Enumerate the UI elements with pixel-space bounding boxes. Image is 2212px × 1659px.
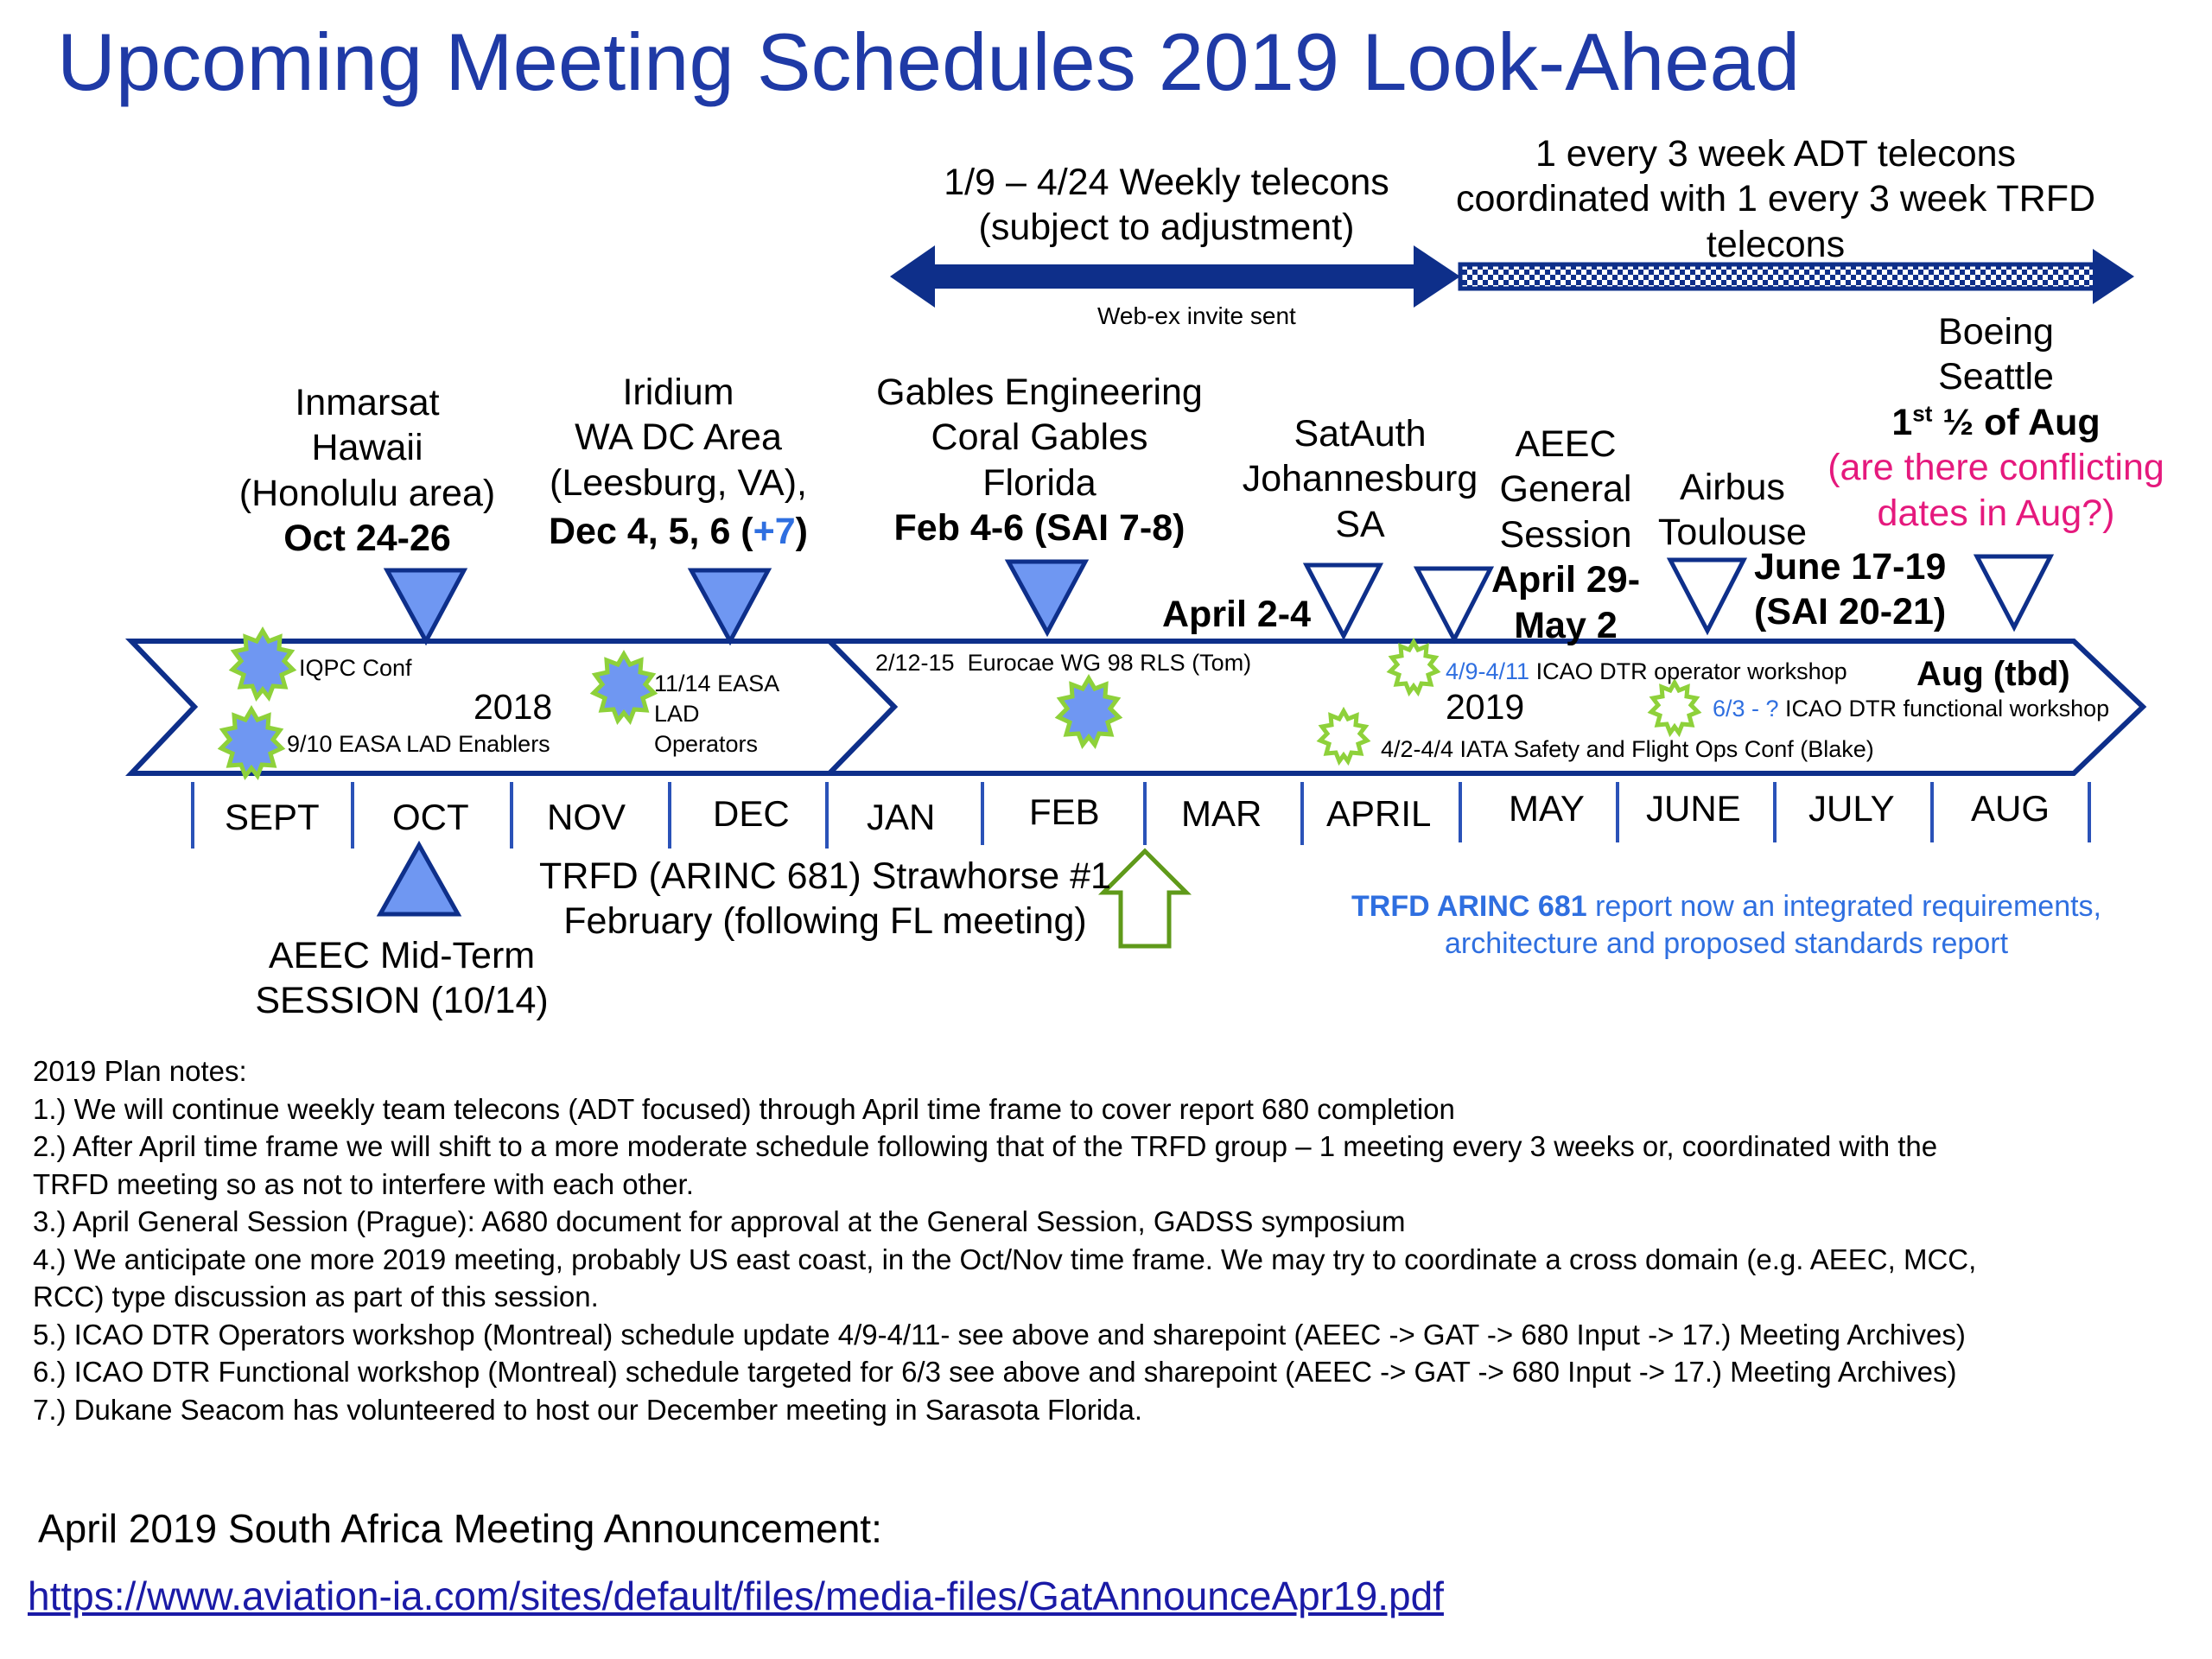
month-label: SEPT [225, 797, 320, 837]
marker-boeing [1973, 554, 2055, 632]
event-eurocae: 2/12-15 Eurocae WG 98 RLS (Tom) [875, 650, 1252, 676]
star-iqpc-icon [228, 626, 297, 702]
notes-heading: 2019 Plan notes: [33, 1055, 247, 1087]
month-label: MAY [1509, 788, 1585, 829]
month-label: JULY [1808, 788, 1895, 829]
event-icao-operator: 4/9-4/11 ICAO DTR operator workshop [1446, 658, 1847, 684]
plan-notes: 2019 Plan notes: 1.) We will continue we… [33, 1052, 1976, 1428]
strawhorse-arrow [1097, 848, 1192, 949]
event-iqpc: IQPC Conf [299, 655, 412, 681]
note-line: RCC) type discussion as part of this ses… [33, 1281, 599, 1313]
star-iata-icon [1316, 706, 1371, 766]
star-eurocae-icon [1054, 674, 1123, 750]
marker-aeec-mid [376, 840, 462, 917]
marker-airbus [1666, 557, 1748, 636]
month-label: DEC [713, 793, 790, 834]
note-line: 2.) After April time frame we will shift… [33, 1130, 1938, 1162]
adt-telecon-arrow [1458, 249, 2134, 304]
marker-aeec-gs [1413, 566, 1495, 645]
event-iata: 4/2-4/4 IATA Safety and Flight Ops Conf … [1381, 736, 1874, 762]
page-title: Upcoming Meeting Schedules 2019 Look-Ahe… [57, 16, 1801, 107]
note-line: TRFD meeting so as not to interfere with… [33, 1167, 694, 1200]
weekly-telecon-arrow [890, 245, 1460, 308]
event-easa-lad: 9/10 EASA LAD Enablers [287, 731, 550, 757]
month-label: FEB [1029, 791, 1100, 832]
note-line: 3.) April General Session (Prague): A680… [33, 1205, 1406, 1237]
event-easa-ops: 11/14 EASA LAD Operators [654, 671, 780, 757]
month-label: OCT [392, 797, 469, 837]
event-icao-functional: 6/3 - ? ICAO DTR functional workshop [1713, 696, 2110, 721]
month-label: JUNE [1646, 788, 1741, 829]
marker-satauth [1302, 563, 1384, 641]
month-label: JAN [867, 797, 936, 837]
meeting-airbus-date: June 17-19 (SAI 20-21) [1754, 546, 1947, 633]
month-dividers [191, 782, 2091, 849]
month-label: APRIL [1326, 793, 1432, 834]
marker-inmarsat [383, 568, 468, 646]
note-line: 6.) ICAO DTR Functional workshop (Montre… [33, 1356, 1957, 1388]
announcement-link[interactable]: https://www.aviation-ia.com/sites/defaul… [28, 1573, 1444, 1618]
band-2019 [823, 639, 2147, 776]
star-easa-lad-icon [217, 705, 286, 781]
note-line: 1.) We will continue weekly team telecon… [33, 1092, 1455, 1125]
year-2019: 2019 [1446, 687, 1525, 727]
meeting-satauth-date: April 2-4 [1162, 594, 1312, 635]
event-stars [217, 626, 1702, 781]
marker-gables [1004, 559, 1090, 638]
marker-iridium [687, 568, 772, 646]
star-icao-fn-icon [1647, 677, 1702, 738]
event-aug-tbd: Aug (tbd) [1916, 655, 2070, 693]
star-icao-op-icon [1386, 637, 1441, 697]
star-easa-ops-icon [589, 650, 658, 726]
month-label: MAR [1181, 793, 1262, 834]
note-line: 5.) ICAO DTR Operators workshop (Montrea… [33, 1318, 1966, 1351]
note-line: 7.) Dukane Seacom has volunteered to hos… [33, 1393, 1143, 1426]
month-label: AUG [1971, 788, 2050, 829]
month-label: NOV [547, 797, 626, 837]
note-line: 4.) We anticipate one more 2019 meeting,… [33, 1243, 1977, 1275]
webex-note: Web-ex invite sent [1097, 302, 1296, 329]
year-2018: 2018 [474, 687, 553, 727]
announcement-heading: April 2019 South Africa Meeting Announce… [38, 1506, 882, 1551]
